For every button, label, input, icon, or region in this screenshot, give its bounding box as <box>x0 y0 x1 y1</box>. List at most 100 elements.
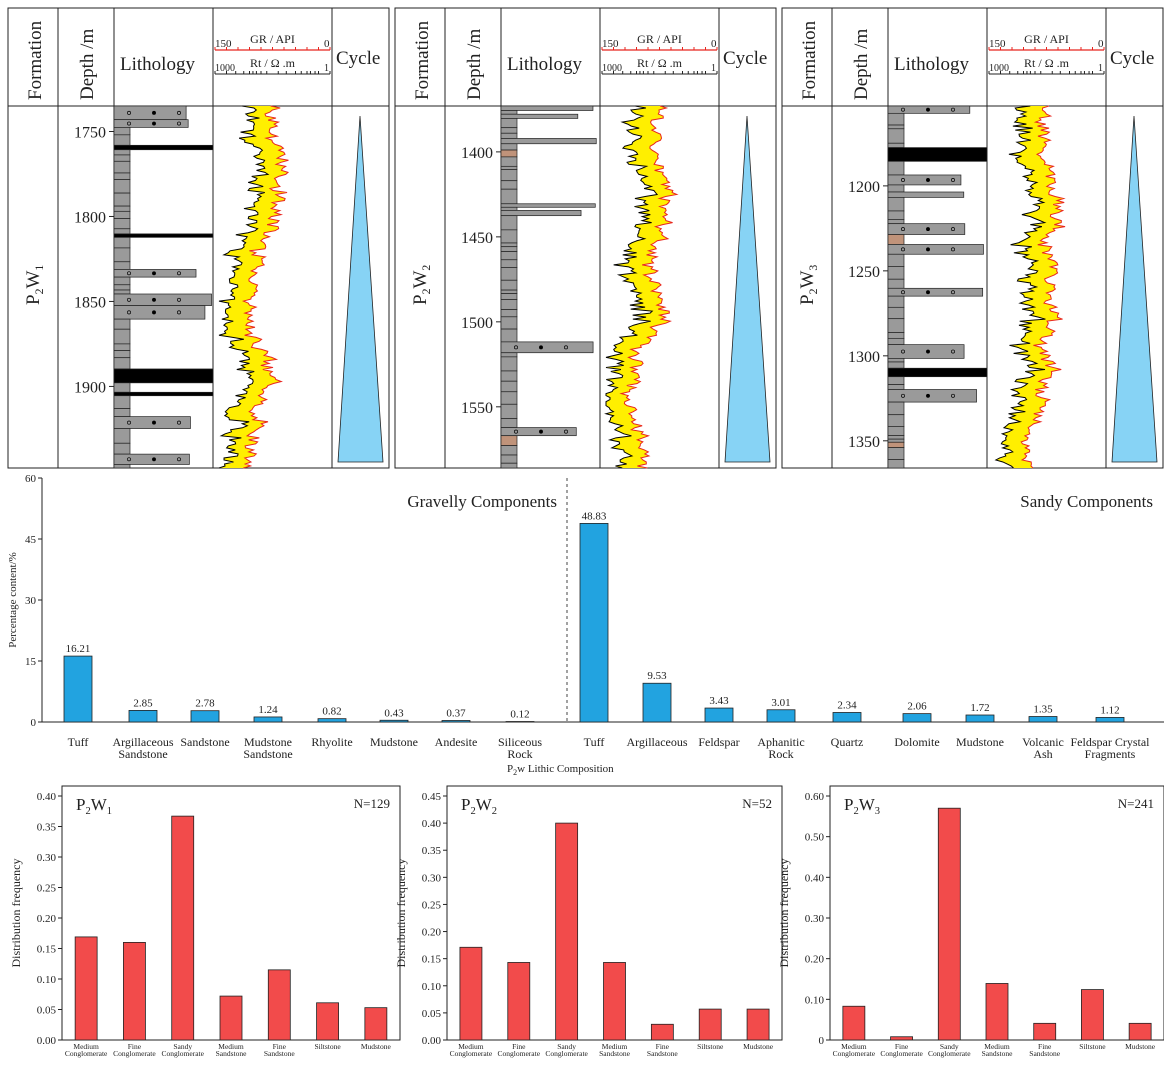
bar-value-label: 2.78 <box>195 698 215 710</box>
lithology-bed <box>888 161 904 175</box>
distribution-bar <box>317 1003 339 1040</box>
distribution-bar <box>986 983 1008 1040</box>
depth-tick-label: 1400 <box>461 145 493 162</box>
lithology-bed <box>888 358 904 362</box>
lithology-bed <box>114 277 130 285</box>
y-axis-label: Percentage content/% <box>7 552 19 648</box>
rt-scale-left: 1000 <box>989 63 1009 74</box>
lithology-bed <box>114 396 130 409</box>
gr-scale-left: 150 <box>989 38 1006 50</box>
rt-header: Rt / Ω .m <box>1024 56 1070 70</box>
category-label: Conglomerate <box>161 1049 204 1058</box>
category-label: Mudstone <box>370 735 418 749</box>
lithology-bed <box>501 428 576 436</box>
y-tick-label: 0.15 <box>37 944 57 956</box>
cycle-header: Cycle <box>723 48 767 69</box>
lithology-bed <box>501 114 578 118</box>
label-part: 3 <box>875 806 880 817</box>
y-tick-label: 0.25 <box>422 899 442 911</box>
lithology-bed <box>501 128 517 134</box>
category-label: Rock <box>768 747 793 761</box>
lithology-bed <box>888 143 904 147</box>
rt-scale-right: 1 <box>711 63 716 74</box>
category-label: Sandstone <box>243 747 292 761</box>
label-part: P <box>410 294 431 305</box>
category-label: Tuff <box>584 735 605 749</box>
distribution-bar <box>604 962 626 1040</box>
lithology-bed <box>501 230 517 243</box>
lithology-bed <box>114 329 130 344</box>
bar-value-label: 48.83 <box>582 510 607 522</box>
lithology-bed <box>888 219 904 223</box>
lithology-bed <box>114 294 212 306</box>
y-tick-label: 0.60 <box>805 791 825 803</box>
lithology-bed <box>888 333 904 339</box>
lithology-bed <box>501 280 517 290</box>
lithology-bed <box>501 157 517 166</box>
distribution-bar <box>747 1009 769 1040</box>
composition-bar <box>966 715 994 722</box>
lithology-bed <box>501 419 517 428</box>
group-label-gravelly: Gravelly Components <box>407 492 557 511</box>
cycle-triangle <box>1112 116 1157 462</box>
lithology-bed <box>888 368 987 376</box>
gr-header: GR / API <box>250 32 295 46</box>
lithology-bed <box>501 404 517 418</box>
lithology-bed <box>114 409 130 417</box>
panel-label: P2W1 <box>76 795 112 817</box>
cycle-header: Cycle <box>336 48 380 69</box>
lithology-bed <box>114 369 213 383</box>
label-part: W <box>476 795 493 814</box>
label-part: W <box>797 271 818 289</box>
lithology-bed <box>114 193 130 206</box>
depth-tick-label: 1850 <box>74 294 106 311</box>
lithology-bed <box>114 358 130 369</box>
label-part: W <box>859 795 876 814</box>
category-label: Conglomerate <box>545 1049 588 1058</box>
distribution-bar <box>123 942 145 1040</box>
label-part: W <box>23 271 44 289</box>
lithology-bed <box>888 125 904 129</box>
lithology-bed <box>114 443 130 454</box>
lithology-bed <box>501 216 517 230</box>
depth-tick-label: 1200 <box>848 179 880 196</box>
bar-value-label: 1.12 <box>1100 704 1119 716</box>
lithology-bed <box>501 204 595 208</box>
y-tick-label: 0.40 <box>422 818 442 830</box>
lithology-bed <box>888 148 987 162</box>
lithology-bed <box>114 454 189 464</box>
rt-scale-left: 1000 <box>215 63 235 74</box>
lithology-bed <box>888 211 904 219</box>
lithology-bed <box>501 247 517 252</box>
label-part: P <box>844 795 853 814</box>
lithology-bed <box>114 351 130 358</box>
lithology-bed <box>888 192 964 197</box>
lithology-grain <box>152 122 155 125</box>
lithology-bed <box>501 436 517 446</box>
y-tick-label: 0.15 <box>422 954 442 966</box>
category-label: Conglomerate <box>833 1049 876 1058</box>
lithology-grain <box>152 272 155 275</box>
lithology-bed <box>501 455 517 463</box>
bar-value-label: 3.01 <box>771 697 790 709</box>
composition-bar <box>903 714 931 722</box>
lithology-bed <box>501 138 596 143</box>
lithology-bed <box>114 145 213 149</box>
lithology-bed <box>501 371 517 381</box>
composition-bar <box>191 711 219 722</box>
bar-value-label: 3.43 <box>709 695 729 707</box>
lithology-grain <box>926 394 929 397</box>
y-tick-label: 0 <box>819 1035 825 1047</box>
log-fill <box>996 106 1065 468</box>
composition-bar <box>318 719 346 722</box>
composition-bar <box>580 523 608 722</box>
distribution-bar <box>1081 990 1103 1040</box>
lithology-bed <box>888 244 983 254</box>
depth-tick-label: 1450 <box>461 230 493 247</box>
distribution-bar <box>220 996 242 1040</box>
y-tick-label: 0.30 <box>805 913 825 925</box>
lithology-grain <box>152 458 155 461</box>
lithology-grain <box>152 421 155 424</box>
y-tick-label: 0.20 <box>805 954 825 966</box>
label-part: 3 <box>807 265 820 271</box>
